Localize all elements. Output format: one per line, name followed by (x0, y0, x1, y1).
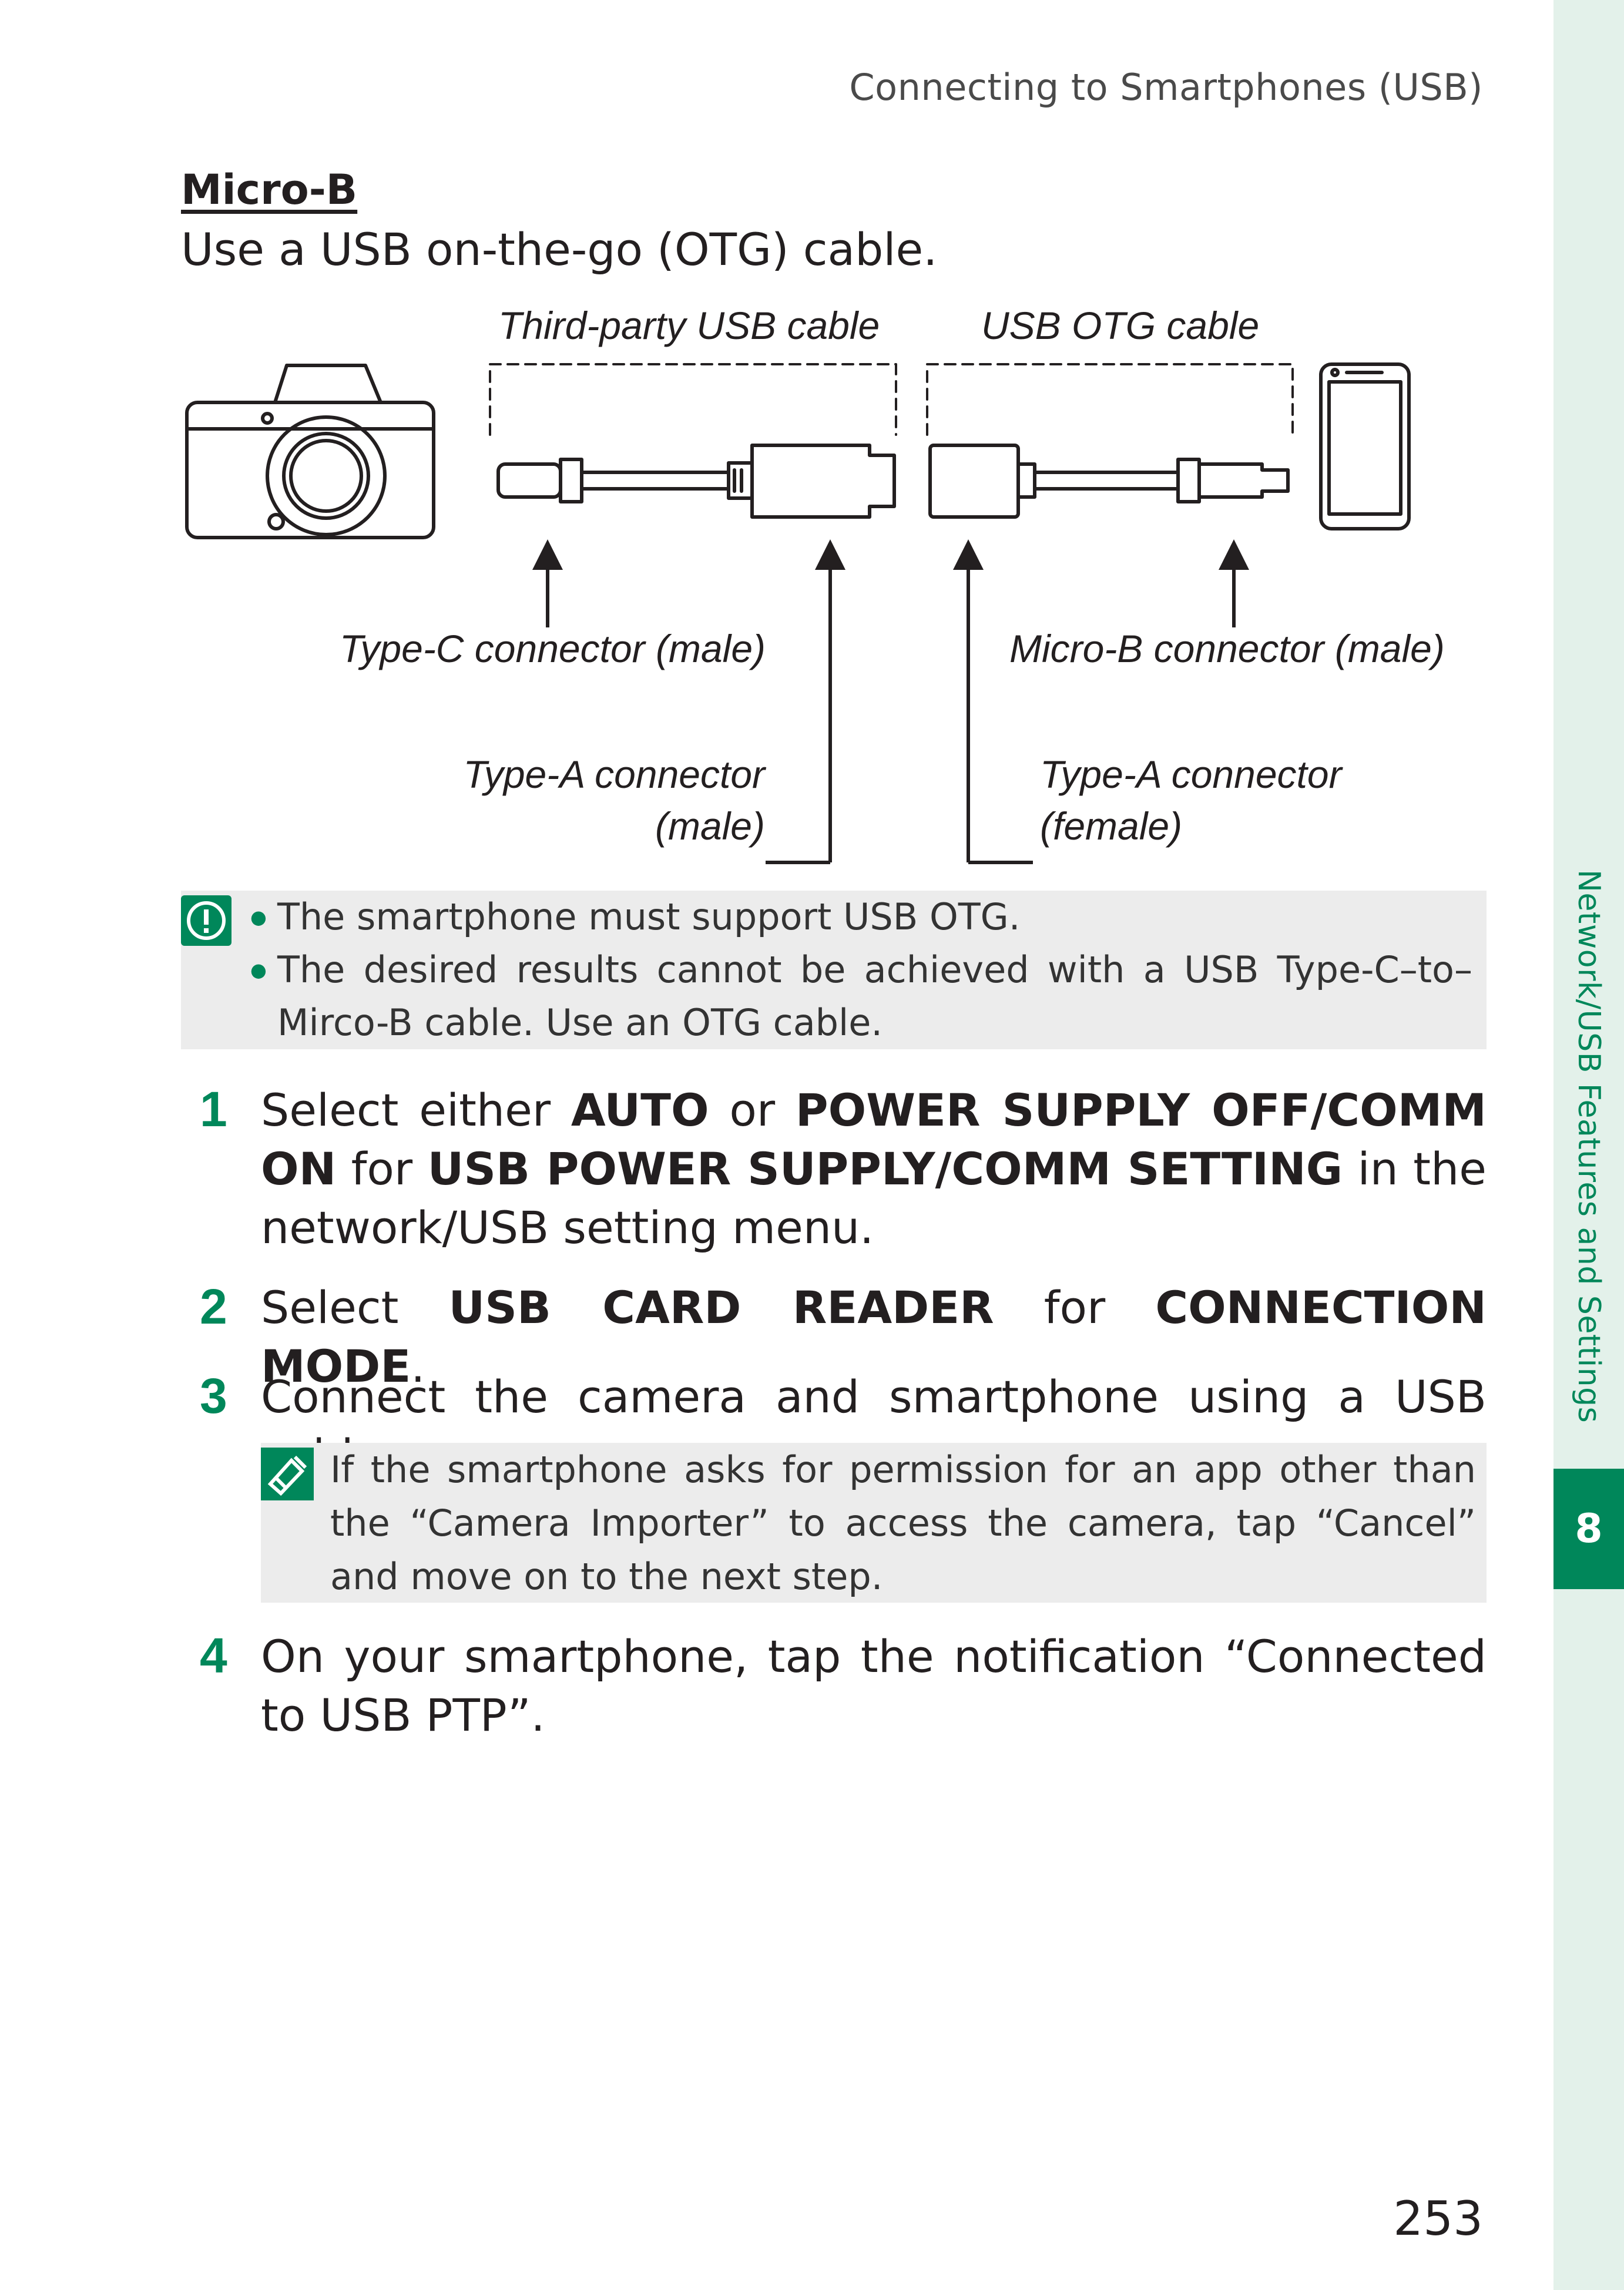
caution-list: The smartphone must support USB OTG. The… (250, 891, 1472, 1049)
note-box: If the smartphone asks for permission fo… (261, 1443, 1487, 1603)
step-number: 1 (200, 1082, 227, 1137)
typea-male-label: Type-A connector (463, 753, 765, 796)
typea-female-sub-label: (female) (1040, 804, 1183, 848)
menu-usb-power-supply: USB POWER SUPPLY/COMM SETTING (427, 1143, 1343, 1195)
option-auto: AUTO (571, 1084, 709, 1136)
caution-item: The smartphone must support USB OTG. (250, 891, 1472, 943)
note-text: If the smartphone asks for permission fo… (330, 1448, 1476, 1598)
usb-connection-diagram: Third-party USB cable USB OTG cable Type… (176, 294, 1492, 881)
caution-item: The desired results cannot be achieved w… (250, 943, 1472, 1049)
camera-icon (185, 364, 435, 539)
diagram-artwork (185, 362, 1411, 864)
third-party-cable-label: Third-party USB cable (498, 304, 880, 347)
caution-box: The smartphone must support USB OTG. The… (181, 891, 1487, 1049)
page-number: 253 (1393, 2191, 1483, 2246)
step-number: 2 (200, 1279, 227, 1334)
step-4: 4 On your smartphone, tap the notificati… (200, 1627, 1487, 1757)
section-title: Micro-B (181, 166, 358, 214)
caution-icon (181, 895, 231, 946)
diagram-arrows (532, 539, 1249, 864)
step-2: 2 Select USB CARD READER for CONNECTION … (200, 1278, 1487, 1392)
chapter-number: 8 (1553, 1469, 1624, 1589)
note-icon (261, 1448, 314, 1500)
step-1: 1 Select either AUTO or POWER SUPPLY OFF… (200, 1081, 1487, 1269)
otg-cable-label: USB OTG cable (981, 304, 1260, 347)
smartphone-icon (1319, 362, 1411, 530)
third-party-cable-icon (496, 444, 896, 519)
microb-connector-label: Micro-B connector (male) (1009, 627, 1445, 670)
otg-bracket (926, 363, 1294, 436)
third-party-bracket (489, 363, 897, 436)
chapter-side-tab: Network/USB Features and Settings 8 (1553, 0, 1624, 2290)
running-header: Connecting to Smartphones (USB) (849, 66, 1483, 109)
section-lead: Use a USB on-the-go (OTG) cable. (181, 223, 938, 276)
step-number: 3 (200, 1368, 227, 1423)
option-usb-card-reader: USB CARD READER (448, 1281, 994, 1334)
otg-cable-icon (928, 444, 1290, 519)
option-power-supply-off: POWER SUPPLY OFF/COMM ON (261, 1084, 1487, 1195)
step-number: 4 (200, 1628, 227, 1683)
chapter-title: Network/USB Features and Settings (1571, 869, 1606, 1423)
typea-male-sub-label: (male) (655, 804, 765, 848)
typea-female-label: Type-A connector (1040, 753, 1342, 796)
step-text: Select either AUTO or POWER SUPPLY OFF/C… (261, 1084, 1487, 1254)
typec-connector-label: Type-C connector (male) (340, 627, 766, 670)
step-text: On your smartphone, tap the notification… (261, 1630, 1487, 1741)
step-3: 3 Connect the camera and smartphone usin… (200, 1368, 1487, 1482)
menu-connection-mode: CONNECTION MODE (261, 1281, 1487, 1392)
step-text: Select USB CARD READER for CONNECTION MO… (261, 1281, 1487, 1392)
